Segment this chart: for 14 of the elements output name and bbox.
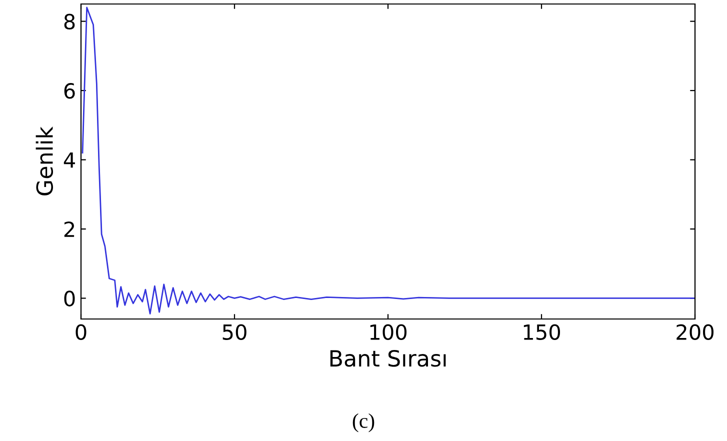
y-tick-label: 2	[64, 221, 74, 237]
x-tick-label: 100	[370, 324, 406, 340]
y-tick-label: 8	[64, 14, 75, 30]
x-tick-label: 150	[524, 324, 560, 340]
x-tick-label: 0	[76, 324, 86, 340]
line-series	[82, 6, 695, 315]
x-axis-title: Bant Sırası	[330, 350, 446, 367]
y-tick-label: 6	[64, 82, 75, 99]
y-tick-label: 0	[64, 290, 75, 306]
x-tick-label: 200	[676, 324, 714, 340]
x-tick-label: 50	[222, 324, 246, 340]
text: (c)	[352, 413, 374, 432]
y-axis-title: Genlik	[36, 126, 54, 196]
y-tick-label: 4	[64, 152, 75, 168]
